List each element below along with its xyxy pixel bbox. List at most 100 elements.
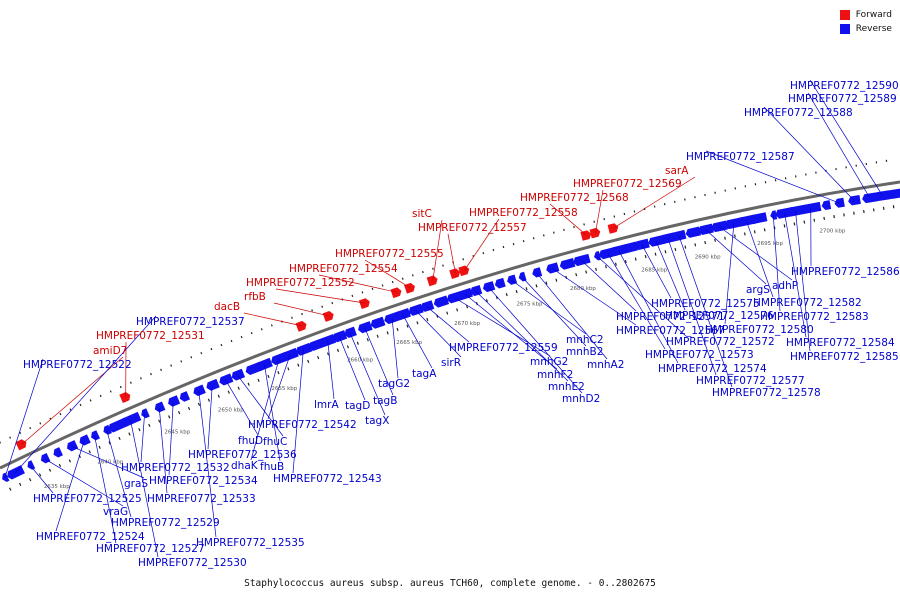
reverse-gene-block[interactable] [244, 361, 263, 376]
forward-gene-label[interactable]: sitC [412, 208, 432, 220]
reverse-gene-label[interactable]: mnhA2 [587, 359, 624, 371]
reverse-gene-label[interactable]: HMPREF0772_12585 [790, 351, 899, 363]
reverse-gene-label[interactable]: HMPREF0772_12573 [645, 349, 754, 361]
reverse-gene-block[interactable] [457, 287, 473, 301]
reverse-gene-label[interactable]: HMPREF0772_12578 [712, 387, 821, 399]
reverse-gene-block[interactable] [139, 408, 150, 419]
reverse-gene-label[interactable]: mnhB2 [566, 346, 603, 358]
forward-gene-block[interactable] [589, 227, 601, 239]
reverse-gene-block[interactable] [559, 257, 576, 271]
reverse-gene-label[interactable]: tagD [345, 400, 370, 412]
reverse-gene-block[interactable] [178, 391, 191, 403]
reverse-gene-block[interactable] [395, 307, 411, 321]
reverse-gene-block[interactable] [749, 212, 768, 224]
reverse-gene-block[interactable] [357, 321, 373, 334]
reverse-gene-block[interactable] [834, 197, 845, 209]
reverse-gene-label[interactable]: HMPREF0772_12586 [791, 266, 900, 278]
reverse-gene-label[interactable]: HMPREF0772_12542 [248, 419, 357, 431]
reverse-gene-label[interactable]: HMPREF0772_12533 [147, 493, 256, 505]
reverse-gene-label[interactable]: HMPREF0772_12537 [136, 316, 245, 328]
reverse-gene-block[interactable] [166, 395, 181, 408]
reverse-gene-label[interactable]: mnhG2 [530, 356, 568, 368]
reverse-gene-block[interactable] [0, 472, 10, 484]
reverse-gene-label[interactable]: HMPREF0772_12580 [705, 324, 814, 336]
reverse-gene-block[interactable] [710, 220, 728, 233]
forward-gene-label[interactable]: HMPREF0772_12555 [335, 248, 444, 260]
reverse-gene-label[interactable]: mnhC2 [566, 334, 604, 346]
reverse-gene-label[interactable]: tagA [412, 368, 437, 380]
reverse-gene-block[interactable] [660, 232, 677, 244]
reverse-gene-label[interactable]: mnhD2 [562, 393, 600, 405]
reverse-gene-label[interactable]: mnhE2 [548, 381, 585, 393]
forward-gene-label[interactable]: HMPREF0772_12552 [246, 277, 355, 289]
reverse-gene-label[interactable]: HMPREF0772_12590 [790, 80, 899, 92]
reverse-gene-block[interactable] [572, 253, 591, 267]
forward-gene-label[interactable]: sarA [665, 165, 689, 177]
reverse-gene-block[interactable] [52, 447, 63, 459]
reverse-gene-label[interactable]: HMPREF0772_12571 [616, 311, 725, 323]
reverse-gene-block[interactable] [861, 192, 879, 204]
reverse-gene-block[interactable] [192, 384, 206, 398]
reverse-gene-block[interactable] [369, 316, 386, 330]
forward-gene-block[interactable] [295, 320, 309, 332]
forward-gene-block[interactable] [322, 310, 335, 322]
reverse-gene-label[interactable]: argS [746, 284, 770, 296]
reverse-gene-block[interactable] [343, 326, 357, 339]
forward-gene-label[interactable]: HMPREF0772_12531 [96, 330, 205, 342]
reverse-gene-label[interactable]: vraG [103, 506, 128, 518]
reverse-gene-label[interactable]: HMPREF0772_12583 [760, 311, 869, 323]
reverse-gene-label[interactable]: HMPREF0772_12543 [273, 473, 382, 485]
reverse-gene-label[interactable]: HMPREF0772_12575 [651, 298, 760, 310]
reverse-gene-block[interactable] [610, 244, 628, 257]
reverse-gene-label[interactable]: dhaK [231, 460, 259, 472]
reverse-gene-block[interactable] [671, 229, 687, 242]
forward-gene-block[interactable] [449, 267, 461, 280]
reverse-gene-block[interactable] [89, 430, 100, 441]
reverse-gene-block[interactable] [469, 285, 483, 297]
forward-gene-block[interactable] [426, 275, 439, 287]
reverse-gene-block[interactable] [685, 226, 702, 238]
reverse-gene-block[interactable] [294, 342, 313, 357]
forward-gene-label[interactable]: dacB [214, 301, 240, 313]
reverse-gene-block[interactable] [407, 303, 424, 317]
reverse-gene-block[interactable] [102, 424, 112, 436]
reverse-gene-block[interactable] [331, 330, 348, 343]
forward-gene-label[interactable]: HMPREF0772_12558 [469, 207, 578, 219]
reverse-gene-block[interactable] [482, 281, 496, 293]
forward-gene-label[interactable]: HMPREF0772_12554 [289, 263, 398, 275]
reverse-gene-label[interactable]: HMPREF0772_12587 [686, 151, 795, 163]
reverse-gene-label[interactable]: HMPREF0772_12584 [786, 337, 895, 349]
forward-gene-block[interactable] [119, 391, 132, 404]
reverse-gene-label[interactable]: HMPREF0772_12525 [33, 493, 142, 505]
reverse-gene-label[interactable]: lmrA [314, 399, 339, 411]
reverse-gene-label[interactable]: HMPREF0772_12529 [111, 517, 220, 529]
reverse-gene-block[interactable] [419, 300, 435, 313]
reverse-gene-label[interactable]: HMPREF0772_12534 [149, 475, 258, 487]
reverse-gene-label[interactable]: HMPREF0772_12589 [788, 93, 897, 105]
forward-gene-block[interactable] [580, 230, 592, 241]
reverse-gene-block[interactable] [281, 347, 299, 362]
reverse-gene-label[interactable]: HMPREF0772_12588 [744, 107, 853, 119]
reverse-gene-label[interactable]: HMPREF0772_12524 [36, 531, 145, 543]
forward-gene-block[interactable] [15, 438, 28, 451]
reverse-gene-block[interactable] [800, 201, 822, 214]
reverse-gene-block[interactable] [205, 378, 220, 392]
reverse-gene-block[interactable] [517, 271, 527, 283]
forward-gene-block[interactable] [458, 265, 470, 277]
reverse-gene-block[interactable] [494, 277, 506, 289]
forward-gene-label[interactable]: amiD7 [93, 345, 127, 357]
reverse-gene-block[interactable] [307, 338, 326, 352]
forward-gene-block[interactable] [358, 297, 371, 310]
reverse-gene-label[interactable]: tagX [365, 415, 389, 427]
reverse-gene-block[interactable] [634, 238, 650, 251]
reverse-gene-block[interactable] [218, 373, 234, 386]
reverse-gene-block[interactable] [887, 187, 900, 200]
forward-gene-label[interactable]: HMPREF0772_12557 [418, 222, 527, 234]
forward-gene-label[interactable]: HMPREF0772_12569 [573, 178, 682, 190]
reverse-gene-label[interactable]: fhuD [238, 435, 263, 447]
reverse-gene-block[interactable] [622, 241, 639, 254]
forward-gene-label[interactable]: rfbB [244, 291, 266, 303]
reverse-gene-block[interactable] [78, 434, 91, 446]
reverse-gene-block[interactable] [256, 357, 273, 372]
reverse-gene-label[interactable]: tagB [373, 395, 397, 407]
